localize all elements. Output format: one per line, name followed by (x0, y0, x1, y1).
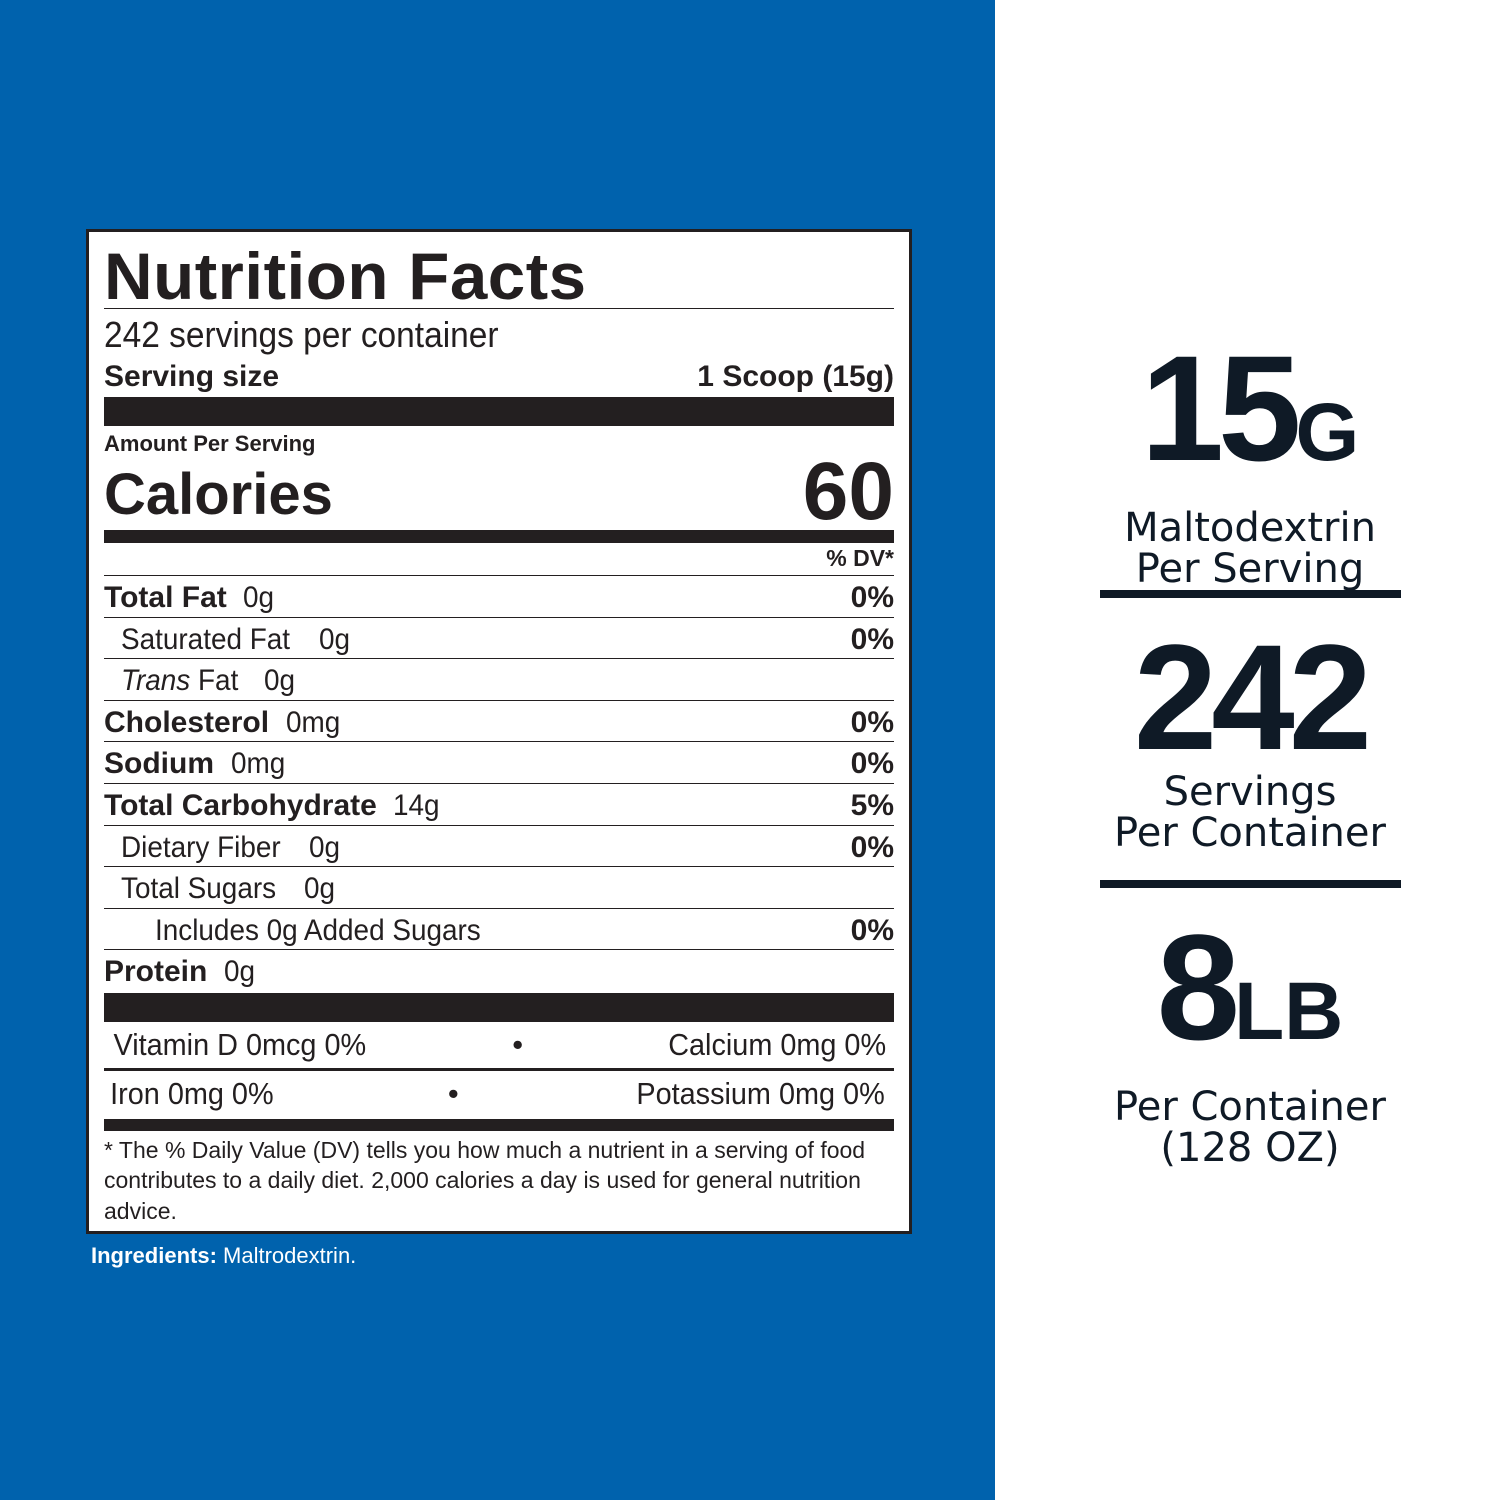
nutrient-label: Saturated Fat (121, 622, 291, 656)
iron: Iron 0mg 0% (110, 1075, 274, 1111)
serving-size-label: Serving size (104, 360, 280, 393)
nutrient-amount: 0g (319, 622, 351, 656)
stat-line: Per Container (1114, 1084, 1386, 1130)
nutrient-amount: 0g (243, 581, 275, 614)
nutrient-label: Trans (121, 664, 191, 698)
nutrient-row: Includes 0g Added Sugars 0% (104, 907, 894, 950)
nutrient-row: Total Sugars 0g (104, 866, 894, 908)
nutrient-name: Includes 0g Added Sugars (155, 909, 505, 950)
stat-line: Maltodextrin (1124, 505, 1376, 551)
stat-maltodextrin: 15G Maltodextrin Per Serving (1090, 333, 1410, 592)
bullet: • (447, 1075, 459, 1111)
stat-line: Per Serving (1135, 546, 1365, 592)
bullet: • (512, 1026, 524, 1062)
stat-servings: 242 Servings Per Container (1090, 622, 1410, 856)
separator (1100, 590, 1401, 598)
dv-header: % DV* (826, 545, 894, 571)
nutrient-name: Saturated Fat 0g (121, 618, 353, 659)
nutrient-dv: 5% (850, 788, 894, 822)
serving-size-value: 1 Scoop (15g) (697, 360, 894, 393)
nutrient-row: Total Fat 0g 0% (104, 575, 894, 617)
nutrient-row: Trans Fat 0g (104, 658, 894, 700)
servings-per-container: 242 servings per container (104, 314, 499, 355)
nutrient-dv: 0% (850, 705, 894, 739)
vitamin-row: Vitamin D 0mcg 0% • Calcium 0mg 0% (104, 1022, 894, 1068)
potassium: Potassium 0mg 0% (636, 1075, 885, 1111)
nutrient-label: Total Carbohydrate (104, 788, 377, 822)
nutrient-dv: 0% (850, 913, 894, 947)
divider (104, 1067, 894, 1071)
stat-line: Servings (1163, 769, 1337, 815)
nutrient-label: Includes 0g Added Sugars (155, 913, 481, 947)
vitamin-row: Iron 0mg 0% • Potassium 0mg 0% (104, 1071, 894, 1117)
amount-per-serving: Amount Per Serving (104, 431, 316, 456)
calories-value: 60 (802, 446, 894, 537)
nutrient-name: Total Fat 0g (104, 576, 277, 617)
nutrient-dv: 0% (850, 622, 894, 656)
thick-divider (104, 992, 894, 1022)
nutrient-name: Trans Fat 0g (121, 659, 297, 700)
nutrient-amount: 0g (309, 830, 341, 864)
stat-line: (128 OZ) (1160, 1125, 1340, 1171)
stat-number: 8 (1156, 903, 1240, 1071)
nutrient-label: Total Fat (104, 581, 227, 614)
stat-number: 242 (1133, 613, 1372, 781)
nutrient-label: Total Sugars (121, 872, 277, 906)
footnote: * The % Daily Value (DV) tells you how m… (104, 1136, 866, 1224)
nutrient-label: Protein (104, 955, 208, 989)
thick-divider (104, 397, 894, 426)
vitamin-d: Vitamin D 0mcg 0% (113, 1026, 367, 1062)
nutrient-dv: 0% (850, 830, 894, 864)
nutrition-facts-label: Nutrition Facts 242 servings per contain… (86, 229, 912, 1234)
ingredients-value: Maltrodextrin. (216, 1243, 357, 1268)
label-title: Nutrition Facts (104, 239, 587, 313)
stat-weight: 8LB Per Container (128 OZ) (1090, 912, 1410, 1171)
nutrient-name: Dietary Fiber 0g (121, 826, 343, 867)
stat-unit: LB (1234, 966, 1344, 1057)
stat-number: 15 (1140, 324, 1302, 492)
medium-divider (104, 1118, 894, 1131)
nutrient-label: Sodium (104, 747, 214, 781)
nutrient-dv: 0% (850, 747, 894, 781)
ingredients: Ingredients: Maltrodextrin. (91, 1243, 356, 1269)
nutrient-label: Fat (198, 664, 239, 698)
nutrient-row: Dietary Fiber 0g 0% (104, 824, 894, 867)
medium-divider (104, 530, 894, 543)
nutrient-name: Total Sugars 0g (121, 867, 338, 908)
nutrient-amount: 0mg (285, 705, 340, 739)
nutrient-label: Cholesterol (104, 705, 270, 739)
nutrient-amount: 0g (263, 664, 295, 698)
nutrient-amount: 14g (393, 788, 441, 822)
nutrient-row: Protein 0g (104, 949, 894, 991)
separator (1100, 880, 1401, 888)
nutrient-row: Sodium 0mg 0% (104, 741, 894, 783)
stat-unit: G (1295, 387, 1360, 478)
ingredients-label: Ingredients: (91, 1243, 217, 1268)
nutrient-name: Protein 0g (104, 950, 257, 991)
nutrient-name: Cholesterol 0mg (104, 701, 344, 742)
stat-line: Per Container (1114, 810, 1386, 856)
nutrient-amount: 0g (304, 872, 336, 906)
nutrient-amount: 0g (224, 955, 256, 989)
nutrient-dv: 0% (850, 581, 894, 614)
calories-row: Calories 60 (104, 451, 894, 533)
serving-size-row: Serving size 1 Scoop (15g) (104, 356, 894, 392)
nutrient-name: Sodium 0mg (104, 742, 289, 783)
calories-label: Calories (104, 462, 333, 527)
nutrient-label: Dietary Fiber (121, 830, 281, 864)
calcium: Calcium 0mg 0% (667, 1026, 886, 1062)
nutrient-row: Cholesterol 0mg 0% (104, 699, 894, 742)
nutrient-row: Total Carbohydrate 14g 5% (104, 782, 894, 825)
nutrient-row: Saturated Fat 0g 0% (104, 616, 894, 659)
divider (104, 308, 894, 309)
nutrient-amount: 0mg (230, 747, 285, 781)
nutrient-name: Total Carbohydrate 14g (104, 784, 444, 825)
